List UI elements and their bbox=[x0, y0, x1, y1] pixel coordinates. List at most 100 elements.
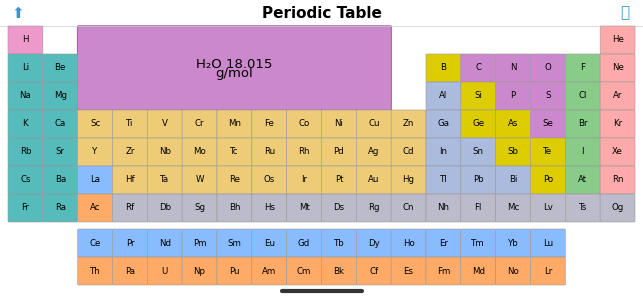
Text: Po: Po bbox=[543, 176, 553, 184]
FancyBboxPatch shape bbox=[530, 54, 565, 82]
FancyBboxPatch shape bbox=[147, 229, 182, 257]
FancyBboxPatch shape bbox=[426, 194, 461, 222]
FancyBboxPatch shape bbox=[8, 166, 43, 194]
Text: N: N bbox=[510, 64, 516, 72]
FancyBboxPatch shape bbox=[147, 166, 182, 194]
FancyBboxPatch shape bbox=[426, 257, 461, 285]
Text: Sn: Sn bbox=[473, 148, 484, 157]
FancyBboxPatch shape bbox=[496, 257, 530, 285]
Text: Y: Y bbox=[93, 148, 98, 157]
FancyBboxPatch shape bbox=[182, 110, 217, 138]
Text: H: H bbox=[22, 36, 29, 45]
FancyBboxPatch shape bbox=[461, 166, 496, 194]
Text: Sg: Sg bbox=[194, 203, 205, 212]
FancyBboxPatch shape bbox=[565, 194, 600, 222]
Text: Mg: Mg bbox=[54, 91, 67, 100]
FancyBboxPatch shape bbox=[322, 194, 356, 222]
Text: Ho: Ho bbox=[403, 238, 415, 247]
FancyBboxPatch shape bbox=[426, 82, 461, 110]
Text: H₂O 18.015: H₂O 18.015 bbox=[196, 58, 273, 70]
Text: Cf: Cf bbox=[369, 266, 378, 276]
Text: Ta: Ta bbox=[160, 176, 169, 184]
Text: Nb: Nb bbox=[159, 148, 171, 157]
FancyBboxPatch shape bbox=[77, 26, 392, 110]
FancyBboxPatch shape bbox=[322, 229, 356, 257]
Text: Mt: Mt bbox=[298, 203, 309, 212]
FancyBboxPatch shape bbox=[461, 229, 496, 257]
FancyBboxPatch shape bbox=[78, 194, 113, 222]
Text: Cu: Cu bbox=[368, 119, 379, 129]
FancyBboxPatch shape bbox=[217, 110, 252, 138]
Text: Tb: Tb bbox=[334, 238, 344, 247]
FancyBboxPatch shape bbox=[530, 110, 565, 138]
FancyBboxPatch shape bbox=[496, 82, 530, 110]
FancyBboxPatch shape bbox=[43, 54, 78, 82]
Text: Ne: Ne bbox=[611, 64, 624, 72]
Text: Ca: Ca bbox=[55, 119, 66, 129]
Text: Te: Te bbox=[543, 148, 552, 157]
FancyBboxPatch shape bbox=[530, 82, 565, 110]
FancyBboxPatch shape bbox=[426, 166, 461, 194]
Text: In: In bbox=[439, 148, 448, 157]
FancyBboxPatch shape bbox=[252, 166, 287, 194]
Text: Al: Al bbox=[439, 91, 448, 100]
Text: O: O bbox=[545, 64, 551, 72]
Text: Zn: Zn bbox=[403, 119, 414, 129]
Text: La: La bbox=[90, 176, 100, 184]
FancyBboxPatch shape bbox=[43, 110, 78, 138]
FancyBboxPatch shape bbox=[182, 194, 217, 222]
FancyBboxPatch shape bbox=[8, 194, 43, 222]
Text: Sr: Sr bbox=[56, 148, 65, 157]
FancyBboxPatch shape bbox=[287, 194, 322, 222]
Text: Kr: Kr bbox=[613, 119, 622, 129]
Text: U: U bbox=[161, 266, 168, 276]
Text: Fl: Fl bbox=[475, 203, 482, 212]
FancyBboxPatch shape bbox=[8, 138, 43, 166]
FancyBboxPatch shape bbox=[426, 54, 461, 82]
FancyBboxPatch shape bbox=[113, 166, 147, 194]
Text: At: At bbox=[578, 176, 587, 184]
Text: g/mol: g/mol bbox=[215, 67, 253, 80]
FancyBboxPatch shape bbox=[43, 82, 78, 110]
Text: C: C bbox=[475, 64, 481, 72]
Text: Nh: Nh bbox=[437, 203, 449, 212]
Text: Tl: Tl bbox=[440, 176, 448, 184]
Text: Rh: Rh bbox=[298, 148, 310, 157]
Text: Pd: Pd bbox=[334, 148, 344, 157]
Text: Rn: Rn bbox=[612, 176, 623, 184]
Text: Ds: Ds bbox=[333, 203, 345, 212]
Text: S: S bbox=[545, 91, 550, 100]
FancyBboxPatch shape bbox=[565, 110, 600, 138]
FancyBboxPatch shape bbox=[391, 138, 426, 166]
FancyBboxPatch shape bbox=[565, 138, 600, 166]
Text: Bh: Bh bbox=[229, 203, 240, 212]
Text: Ru: Ru bbox=[264, 148, 275, 157]
Text: Hg: Hg bbox=[403, 176, 415, 184]
Text: Cd: Cd bbox=[403, 148, 414, 157]
FancyBboxPatch shape bbox=[147, 257, 182, 285]
Text: Md: Md bbox=[472, 266, 485, 276]
FancyBboxPatch shape bbox=[43, 194, 78, 222]
FancyBboxPatch shape bbox=[252, 229, 287, 257]
Text: Lr: Lr bbox=[544, 266, 552, 276]
Text: Db: Db bbox=[159, 203, 171, 212]
FancyBboxPatch shape bbox=[8, 110, 43, 138]
FancyBboxPatch shape bbox=[252, 257, 287, 285]
FancyBboxPatch shape bbox=[182, 257, 217, 285]
Text: K: K bbox=[23, 119, 28, 129]
FancyBboxPatch shape bbox=[600, 166, 635, 194]
FancyBboxPatch shape bbox=[287, 110, 322, 138]
FancyBboxPatch shape bbox=[78, 166, 113, 194]
Text: Na: Na bbox=[19, 91, 32, 100]
Text: Np: Np bbox=[194, 266, 206, 276]
FancyBboxPatch shape bbox=[217, 257, 252, 285]
FancyBboxPatch shape bbox=[496, 194, 530, 222]
Text: ⬆: ⬆ bbox=[12, 6, 24, 20]
FancyBboxPatch shape bbox=[356, 229, 391, 257]
Text: Mn: Mn bbox=[228, 119, 241, 129]
Text: Ti: Ti bbox=[126, 119, 134, 129]
Text: Br: Br bbox=[578, 119, 588, 129]
Text: Xe: Xe bbox=[612, 148, 623, 157]
FancyBboxPatch shape bbox=[147, 138, 182, 166]
Text: Th: Th bbox=[90, 266, 100, 276]
